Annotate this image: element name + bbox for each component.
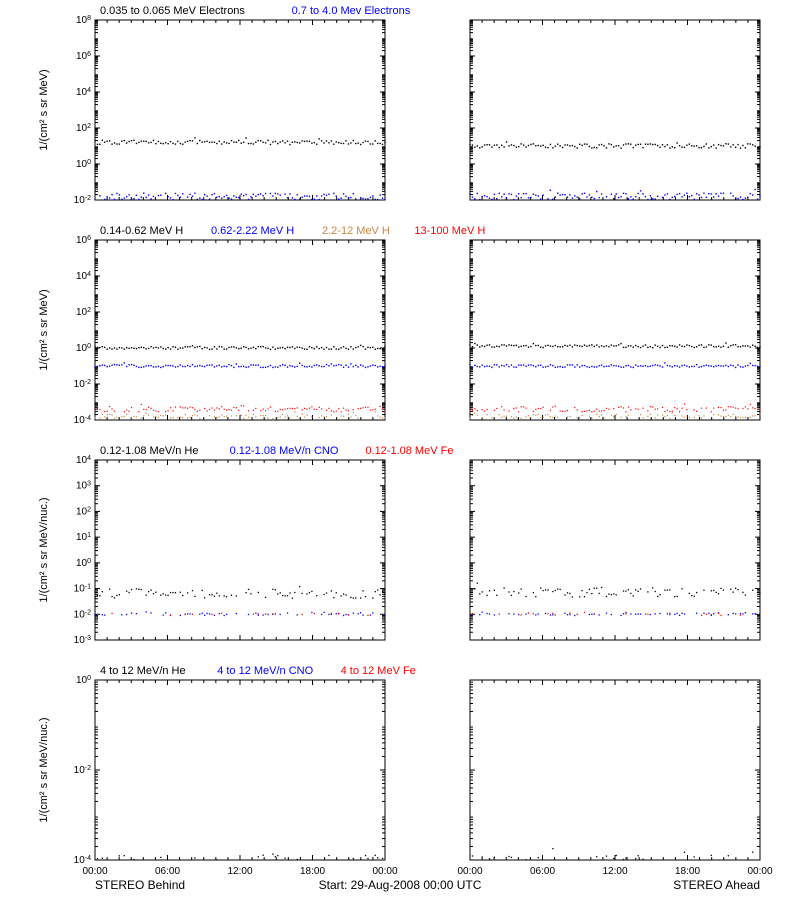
svg-text:102: 102 <box>76 506 91 518</box>
svg-text:100: 100 <box>76 557 91 569</box>
svg-text:10-4: 10-4 <box>74 415 91 427</box>
svg-text:18:00: 18:00 <box>675 866 700 877</box>
svg-text:00:00: 00:00 <box>82 866 107 877</box>
svg-text:104: 104 <box>76 455 91 467</box>
svg-text:0.62-2.22 MeV H: 0.62-2.22 MeV H <box>211 225 294 237</box>
svg-text:102: 102 <box>76 307 91 319</box>
svg-text:00:00: 00:00 <box>457 866 482 877</box>
svg-text:10-1: 10-1 <box>74 583 91 595</box>
svg-text:00:00: 00:00 <box>372 866 397 877</box>
svg-text:4 to 12 MeV Fe: 4 to 12 MeV Fe <box>341 665 416 677</box>
svg-text:104: 104 <box>76 87 91 99</box>
svg-text:10-4: 10-4 <box>74 855 91 867</box>
svg-text:10-2: 10-2 <box>74 379 91 391</box>
svg-text:12:00: 12:00 <box>602 866 627 877</box>
svg-text:104: 104 <box>76 271 91 283</box>
svg-text:10-2: 10-2 <box>74 195 91 207</box>
chart-svg: 0.035 to 0.065 MeV Electrons 0.7 to 4.0 M… <box>0 0 800 900</box>
svg-text:18:00: 18:00 <box>300 866 325 877</box>
svg-text:0.7 to 4.0 Mev Electrons: 0.7 to 4.0 Mev Electrons <box>292 5 411 17</box>
svg-text:103: 103 <box>76 480 91 492</box>
svg-text:0.14-0.62 MeV H: 0.14-0.62 MeV H <box>100 225 183 237</box>
svg-text:0.12-1.08 MeV Fe: 0.12-1.08 MeV Fe <box>365 445 453 457</box>
svg-text:10-2: 10-2 <box>74 765 91 777</box>
svg-text:102: 102 <box>76 123 91 135</box>
svg-text:10-3: 10-3 <box>74 635 91 647</box>
svg-text:108: 108 <box>76 15 91 27</box>
svg-text:06:00: 06:00 <box>155 866 180 877</box>
svg-text:0.12-1.08 MeV/n He: 0.12-1.08 MeV/n He <box>100 445 198 457</box>
svg-text:00:00: 00:00 <box>747 866 772 877</box>
svg-text:12:00: 12:00 <box>227 866 252 877</box>
svg-text:100: 100 <box>76 343 91 355</box>
svg-text:100: 100 <box>76 159 91 171</box>
svg-text:1/(cm² s sr MeV): 1/(cm² s sr MeV) <box>38 289 50 370</box>
svg-text:101: 101 <box>76 532 91 544</box>
chart-grid: 0.035 to 0.065 MeV Electrons 0.7 to 4.0 M… <box>0 0 800 900</box>
svg-text:1/(cm² s sr MeV/nuc.): 1/(cm² s sr MeV/nuc.) <box>38 717 50 822</box>
svg-text:4 to 12 MeV/n He: 4 to 12 MeV/n He <box>100 665 186 677</box>
svg-text:4 to 12 MeV/n CNO: 4 to 12 MeV/n CNO <box>217 665 313 677</box>
svg-text:06:00: 06:00 <box>530 866 555 877</box>
svg-text:1/(cm² s sr MeV/nuc.): 1/(cm² s sr MeV/nuc.) <box>38 497 50 602</box>
svg-text:106: 106 <box>76 235 91 247</box>
svg-text:10-2: 10-2 <box>74 609 91 621</box>
svg-text:13-100 MeV H: 13-100 MeV H <box>414 225 485 237</box>
svg-text:1/(cm² s sr MeV): 1/(cm² s sr MeV) <box>38 69 50 150</box>
svg-text:0.12-1.08 MeV/n CNO: 0.12-1.08 MeV/n CNO <box>230 445 339 457</box>
svg-text:2.2-12 MeV H: 2.2-12 MeV H <box>322 225 390 237</box>
footer-right-label: STEREO Ahead <box>673 878 760 892</box>
svg-text:100: 100 <box>76 675 91 687</box>
svg-text:106: 106 <box>76 51 91 63</box>
svg-text:0.035 to 0.065 MeV Electrons: 0.035 to 0.065 MeV Electrons <box>100 5 245 17</box>
